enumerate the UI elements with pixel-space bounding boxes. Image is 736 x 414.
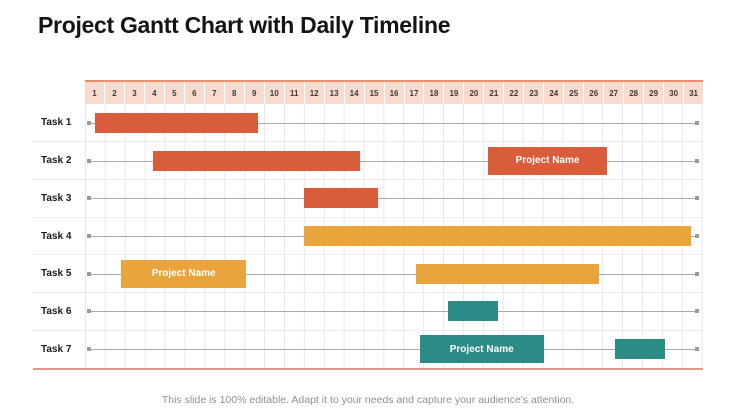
day-header-cell: 3 <box>124 82 144 104</box>
gantt-rows: Project Name Project Name Project Name <box>85 104 703 368</box>
day-header-cell: 24 <box>544 82 564 104</box>
day-header-cell: 17 <box>404 82 424 104</box>
day-header-cell: 29 <box>644 82 664 104</box>
gantt-row <box>85 179 703 217</box>
row-end-marker <box>695 196 699 201</box>
header-top-border <box>85 80 703 82</box>
row-start-marker <box>87 234 91 239</box>
row-baseline <box>89 122 697 124</box>
day-header-cell: 19 <box>444 82 464 104</box>
day-header-cell: 15 <box>364 82 384 104</box>
gantt-bar <box>94 112 259 133</box>
gantt-bar <box>615 339 666 360</box>
day-header-cell: 5 <box>164 82 184 104</box>
gantt-row <box>85 217 703 255</box>
day-header-cell: 21 <box>484 82 504 104</box>
row-start-marker <box>87 120 91 125</box>
task-label: Task 2 <box>41 155 72 167</box>
day-header-cell: 13 <box>324 82 344 104</box>
row-start-marker <box>87 309 91 314</box>
bar-label: Project Name <box>515 155 580 167</box>
day-header-cell: 31 <box>684 82 704 104</box>
task-label: Task 1 <box>41 117 72 129</box>
day-header-cell: 8 <box>224 82 244 104</box>
day-header-cell: 16 <box>384 82 404 104</box>
gantt-bar <box>447 301 498 322</box>
gantt-bar <box>152 150 361 171</box>
day-header-row: 1 2 3 4 5 6 7 8 9 10 11 12 13 14 15 16 17 18 19 20 21 22 23 24 2… <box>85 82 704 104</box>
row-start-marker <box>87 271 91 276</box>
day-header-cell: 2 <box>104 82 124 104</box>
gantt-label-box: Project Name <box>487 146 608 175</box>
day-header-cell: 10 <box>264 82 284 104</box>
row-baseline <box>89 349 697 351</box>
day-header-cell: 1 <box>85 82 104 104</box>
task-label: Task 7 <box>41 343 72 355</box>
row-end-marker <box>695 347 699 352</box>
day-header-cell: 12 <box>304 82 324 104</box>
day-header-cell: 11 <box>284 82 304 104</box>
row-end-marker <box>695 309 699 314</box>
row-baseline <box>89 198 697 200</box>
footer-note: This slide is 100% editable. Adapt it to… <box>161 394 575 406</box>
gantt-label-box: Project Name <box>419 335 544 364</box>
day-header-cell: 6 <box>184 82 204 104</box>
day-header-cell: 22 <box>504 82 524 104</box>
bar-label: Project Name <box>151 268 216 280</box>
row-end-marker <box>695 234 699 239</box>
gantt-row <box>85 293 703 331</box>
row-baseline <box>89 311 697 313</box>
day-header-cell: 27 <box>604 82 624 104</box>
day-header-cell: 9 <box>244 82 264 104</box>
task-labels-column: Task 1 Task 2 Task 3 Task 4 Task 5 Task 6 Task… <box>33 104 85 368</box>
row-start-marker <box>87 347 91 352</box>
gantt-row: Project Name <box>85 255 703 293</box>
row-baseline <box>89 160 697 162</box>
row-start-marker <box>87 196 91 201</box>
task-label: Task 6 <box>41 305 72 317</box>
day-header-cell: 7 <box>204 82 224 104</box>
gantt-bar <box>415 263 600 284</box>
task-label: Task 4 <box>41 230 72 242</box>
page-title: Project Gantt Chart with Daily Timeline <box>38 12 451 38</box>
row-end-marker <box>695 120 699 125</box>
bar-label: Project Name <box>449 343 514 355</box>
gantt-label-box: Project Name <box>120 259 247 288</box>
chart-bottom-border <box>33 368 703 370</box>
day-header-cell: 26 <box>584 82 604 104</box>
day-header-cell: 4 <box>144 82 164 104</box>
day-header-cell: 23 <box>524 82 544 104</box>
row-end-marker <box>695 158 699 163</box>
row-end-marker <box>695 271 699 276</box>
row-baseline <box>89 273 697 275</box>
task-label: Task 3 <box>41 192 72 204</box>
gantt-bar <box>304 188 379 209</box>
day-header-cell: 30 <box>664 82 684 104</box>
gantt-row: Project Name <box>85 142 703 180</box>
gantt-row <box>85 104 703 142</box>
gantt-bar <box>304 226 692 247</box>
gantt-row: Project Name <box>85 330 703 368</box>
gantt-chart: 1 2 3 4 5 6 7 8 9 10 11 12 13 14 15 16 17 18 19 20 21 22 23 24 2… <box>33 80 704 370</box>
day-header-cell: 20 <box>464 82 484 104</box>
row-start-marker <box>87 158 91 163</box>
day-header-cell: 18 <box>424 82 444 104</box>
day-header-cell: 25 <box>564 82 584 104</box>
day-header-cell: 28 <box>624 82 644 104</box>
task-label: Task 5 <box>41 268 72 280</box>
day-header-cell: 14 <box>344 82 364 104</box>
